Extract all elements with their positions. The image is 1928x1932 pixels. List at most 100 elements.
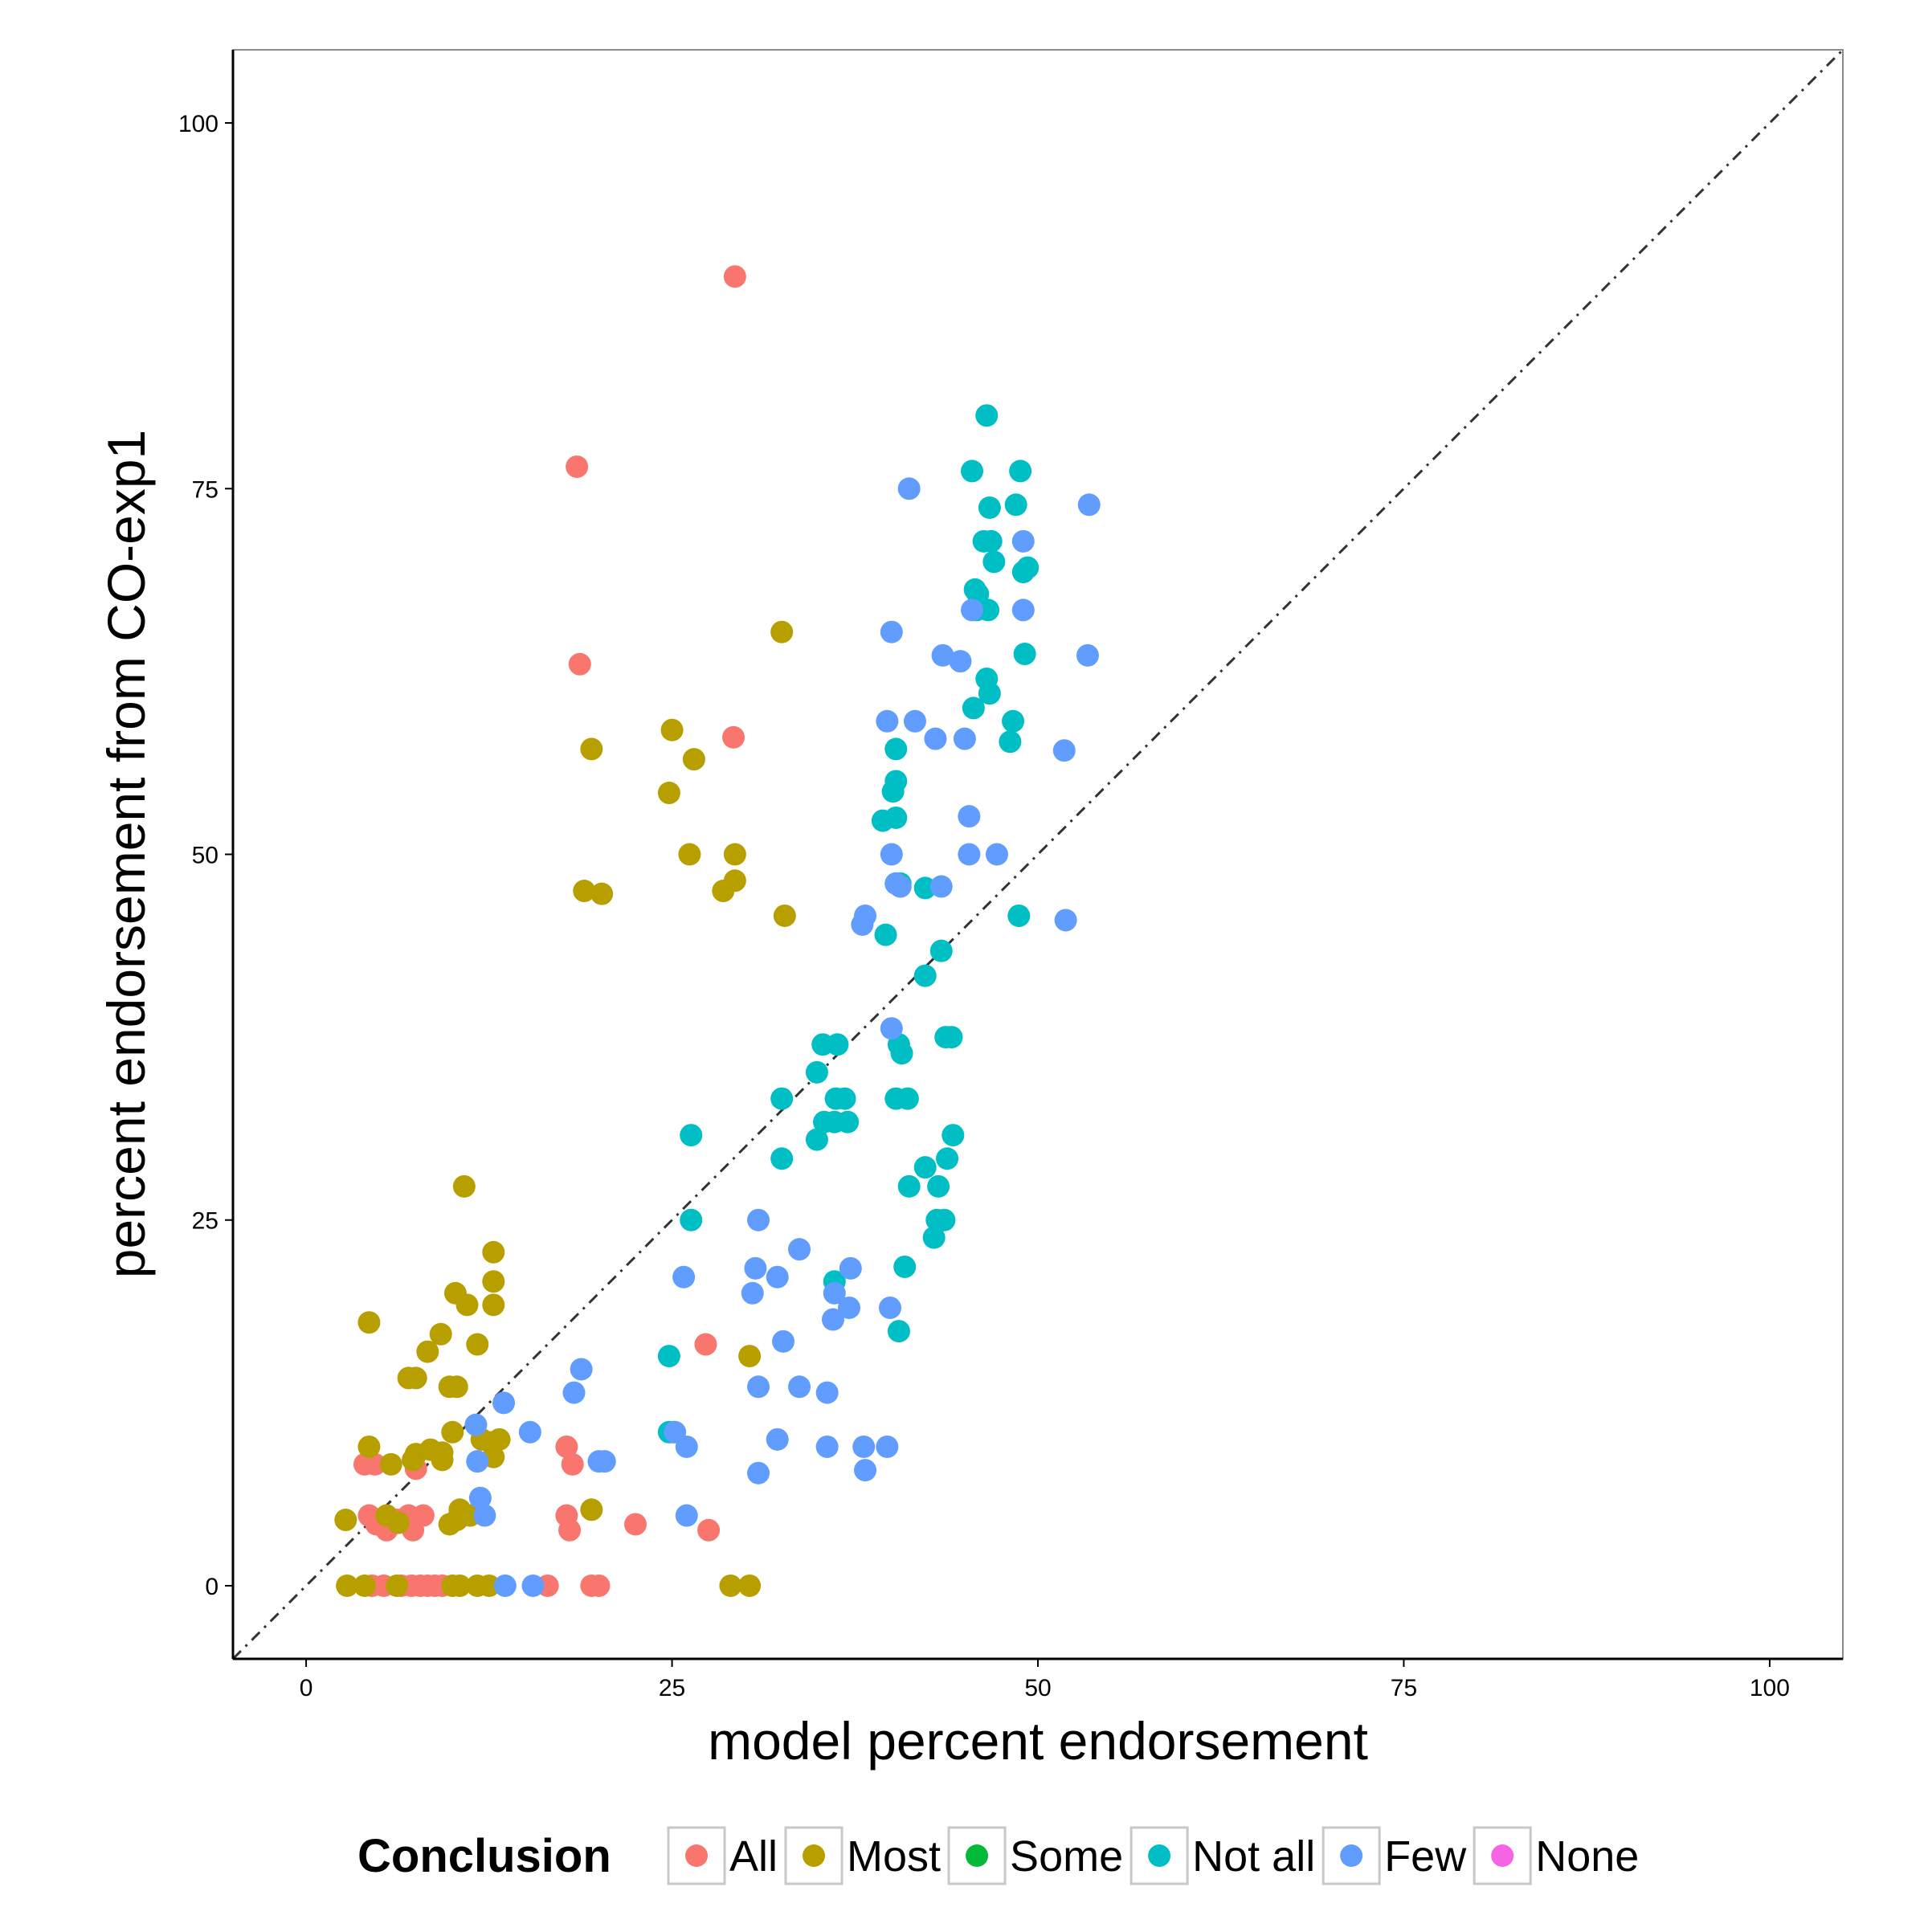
data-point [961,598,984,622]
data-point [1016,556,1040,579]
y-tick-label: 50 [192,843,219,869]
data-point [913,964,937,987]
data-point [482,1240,505,1264]
data-point [788,1375,811,1399]
data-point [884,737,908,761]
data-point [593,1450,616,1473]
data-point [772,1330,795,1353]
data-point [455,1293,479,1317]
data-point [1004,493,1027,517]
data-point [1013,643,1036,666]
legend: Conclusion All Most Some Not all Few None [357,1826,1639,1885]
data-point [416,1340,439,1363]
data-point [881,780,905,803]
data-point [386,1511,410,1534]
series-all [353,265,746,1597]
legend-entry-all[interactable]: All [667,1826,778,1885]
data-point [977,598,1000,622]
legend-entry-some[interactable]: Some [947,1826,1123,1885]
x-axis-ticks: 0 25 50 75 100 [300,1659,1790,1701]
data-point [363,1452,386,1476]
data-point [402,1448,425,1472]
data-point [568,652,591,676]
data-point [336,1574,359,1597]
data-point [678,843,701,866]
data-point [697,1518,721,1542]
y-tick-label: 100 [178,111,219,137]
data-point [680,1124,703,1147]
data-point [979,529,1003,553]
data-point [657,782,680,805]
data-point [878,1296,901,1319]
y-tick-label: 75 [192,476,219,503]
data-point [773,904,796,927]
data-point [452,1174,476,1198]
data-point [723,265,746,288]
data-point [896,1087,919,1110]
data-point [851,913,874,936]
y-axis-title: percent endorsement from CO-exp1 [96,430,156,1278]
series-most [334,620,796,1597]
data-point [590,882,614,905]
data-point [624,1513,647,1536]
data-point [521,1574,545,1597]
data-point [805,1128,828,1151]
data-point [723,843,746,866]
data-point [876,709,899,733]
data-point [953,727,976,750]
data-point [929,939,953,962]
legend-entry-most[interactable]: Most [784,1826,941,1885]
data-point [744,1256,767,1280]
data-point [1054,909,1077,932]
y-tick-label: 0 [205,1574,219,1600]
data-point [580,1498,603,1522]
data-point [1011,529,1035,553]
data-point [747,1375,770,1399]
data-point [694,1333,717,1356]
data-point [587,1574,611,1597]
legend-label: None [1535,1832,1639,1881]
data-point [770,1147,794,1170]
data-point [482,1270,505,1293]
data-point [680,1208,703,1231]
data-point [429,1322,452,1346]
data-point [962,696,985,720]
data-point [839,1256,862,1280]
data-point [942,1124,965,1147]
data-point [518,1420,541,1444]
data-point [961,460,984,483]
data-point [978,496,1001,519]
data-point [473,1504,496,1527]
data-point [880,1017,903,1040]
data-point [999,730,1022,754]
data-point [815,1435,839,1458]
data-point [770,1087,794,1110]
data-point [386,1574,409,1597]
legend-entry-none[interactable]: None [1473,1826,1639,1885]
x-tick-label: 50 [1024,1675,1051,1701]
data-point [913,1156,937,1179]
data-point [379,1452,402,1476]
legend-label: All [729,1832,778,1881]
data-point [766,1428,789,1451]
data-point [880,843,903,866]
legend-key-dot [803,1844,826,1867]
x-tick-label: 75 [1391,1675,1417,1701]
reference-line-y-equals-x [231,48,1844,1660]
legend-label: Not all [1192,1832,1315,1881]
data-point [933,1208,956,1231]
data-point [580,737,603,761]
legend-entry-not-all[interactable]: Not all [1129,1826,1315,1885]
data-point [884,806,908,829]
data-point [893,1255,917,1278]
data-point [441,1420,464,1444]
legend-entry-few[interactable]: Few [1321,1826,1467,1885]
data-point [936,1147,959,1170]
data-point [788,1238,811,1261]
legend-entries: All Most Some Not all Few None [667,1826,1639,1885]
data-point [660,718,684,741]
legend-key-dot [685,1844,708,1867]
data-point [1011,598,1035,622]
data-point [880,620,903,643]
data-point [897,477,921,500]
